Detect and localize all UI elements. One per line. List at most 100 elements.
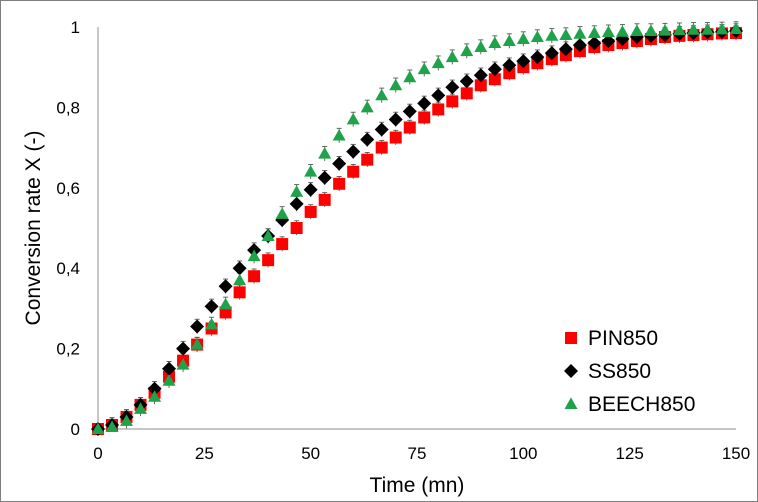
y-tick-label: 0,4	[56, 259, 80, 278]
beech850-point	[559, 28, 573, 40]
ss850-point	[232, 261, 247, 276]
beech850-point	[318, 147, 332, 159]
pin850-point	[418, 111, 431, 124]
beech850-point	[360, 100, 374, 113]
pin850-point	[432, 103, 445, 116]
beech850-point	[332, 128, 346, 141]
beech850-point	[233, 273, 247, 286]
pin850-point	[248, 270, 261, 283]
beech850-point	[587, 26, 601, 38]
pin850-point	[304, 205, 317, 218]
ss850-point	[303, 182, 318, 197]
legend-item: PIN850	[565, 327, 658, 350]
beech850-point	[729, 22, 743, 34]
legend-item: SS850	[564, 360, 651, 383]
ss850-point	[218, 279, 233, 294]
ss850-point	[162, 361, 177, 376]
beech850-point	[403, 70, 417, 83]
legend-label: SS850	[588, 360, 651, 383]
ss850-point	[558, 42, 573, 57]
ss850-point	[572, 38, 587, 53]
beech850-point	[190, 337, 204, 350]
beech850-point	[431, 56, 445, 69]
beech850-point	[304, 165, 318, 177]
x-tick-label: 0	[93, 444, 102, 463]
beech850-point	[205, 317, 219, 330]
ss850-point	[530, 50, 545, 65]
beech850-point	[530, 30, 544, 42]
beech850-point	[119, 414, 133, 426]
pin850-point	[262, 254, 275, 267]
y-tick-labels: 0 0,2 0,4 0,6 0,8 1	[56, 18, 80, 439]
ss850-point	[176, 341, 191, 356]
beech850-point	[672, 23, 686, 36]
beech850-point	[417, 62, 431, 75]
ss850-point	[204, 299, 219, 314]
ss850-point	[487, 62, 502, 77]
pin850-point	[403, 121, 416, 134]
ss850-point	[445, 80, 460, 95]
beech850-point	[389, 78, 403, 91]
beech850-point	[488, 36, 502, 49]
ss850-point	[502, 58, 517, 73]
legend-label: PIN850	[588, 327, 658, 350]
axes	[97, 27, 736, 430]
ss850-legend-marker	[564, 364, 578, 378]
beech850-point	[460, 44, 474, 57]
beech850-point	[601, 25, 615, 38]
pin850-point	[333, 177, 346, 190]
beech850-point	[658, 24, 672, 36]
pin850-point	[503, 67, 516, 80]
ss850-point	[289, 196, 304, 211]
ss850-point	[473, 68, 488, 83]
x-axis-title: Time (mn)	[370, 474, 465, 497]
beech850-point	[247, 249, 261, 262]
ss850-point	[388, 112, 403, 127]
pin850-point	[233, 286, 246, 299]
ss850-point	[431, 88, 446, 103]
x-tick-label: 125	[615, 444, 643, 463]
beech850-point	[545, 29, 559, 41]
beech850-point	[148, 390, 162, 402]
ss850-point	[402, 104, 417, 119]
beech850-point	[573, 27, 587, 39]
x-tick-label: 150	[722, 444, 750, 463]
ss850-point	[544, 46, 559, 61]
beech850-point	[686, 23, 700, 35]
beech850-point	[474, 40, 488, 53]
ss850-point	[601, 34, 616, 49]
y-tick-label: 1	[71, 18, 80, 37]
pin850-point	[276, 238, 289, 251]
ss850-point	[190, 319, 205, 334]
beech850-point	[105, 420, 119, 432]
beech850-point	[275, 207, 289, 219]
legend: PIN850 SS850 BEECH850	[564, 327, 695, 416]
beech850-point	[176, 358, 190, 370]
pin850-point	[361, 153, 374, 166]
x-tick-label: 100	[509, 444, 537, 463]
beech850-point	[290, 185, 304, 197]
pin850-point	[347, 165, 360, 178]
x-tick-labels: 0 25 50 75 100 125 150	[93, 444, 750, 463]
ss850-point	[374, 122, 389, 137]
beech850-point	[630, 24, 644, 36]
ss850-point	[147, 381, 162, 396]
pin850-point	[446, 95, 459, 108]
y-tick-label: 0	[71, 420, 80, 439]
ss850-point	[459, 74, 474, 89]
beech850-point	[375, 88, 389, 101]
beech850-point	[516, 32, 530, 45]
y-tick-label: 0,2	[56, 340, 80, 359]
ss850-point	[360, 132, 375, 147]
pin850-point	[474, 79, 487, 92]
beech850-point	[644, 24, 658, 36]
beech850-point	[502, 34, 516, 47]
beech850-point	[715, 22, 729, 35]
y-tick-label: 0,6	[56, 179, 80, 198]
beech850-point	[346, 112, 360, 125]
pin850-point	[318, 193, 331, 206]
pin850-point	[488, 73, 501, 86]
ss850-point	[417, 96, 432, 111]
ss850-point	[516, 54, 531, 69]
